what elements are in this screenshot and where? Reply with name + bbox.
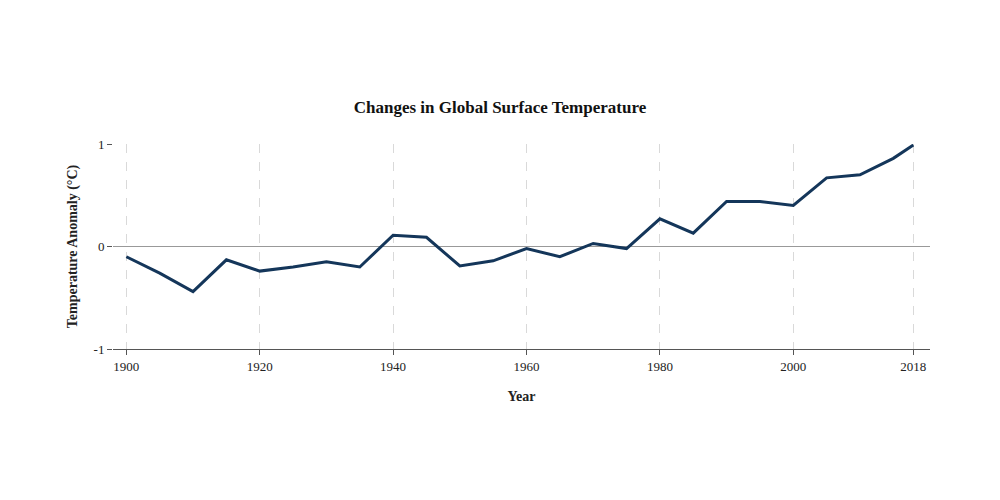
svg-text:2000: 2000 — [780, 359, 806, 374]
svg-text:1940: 1940 — [380, 359, 406, 374]
svg-text:1960: 1960 — [514, 359, 540, 374]
svg-text:0: 0 — [98, 239, 105, 254]
svg-text:-1: -1 — [94, 342, 105, 357]
svg-text:1: 1 — [98, 137, 105, 152]
svg-text:Changes in Global Surface Temp: Changes in Global Surface Temperature — [354, 98, 647, 117]
svg-text:1920: 1920 — [247, 359, 273, 374]
svg-text:1900: 1900 — [113, 359, 139, 374]
svg-text:Temperature Anomaly (°C): Temperature Anomaly (°C) — [65, 164, 81, 328]
svg-text:2018: 2018 — [900, 359, 926, 374]
svg-text:Year: Year — [508, 389, 536, 404]
svg-text:1980: 1980 — [647, 359, 673, 374]
